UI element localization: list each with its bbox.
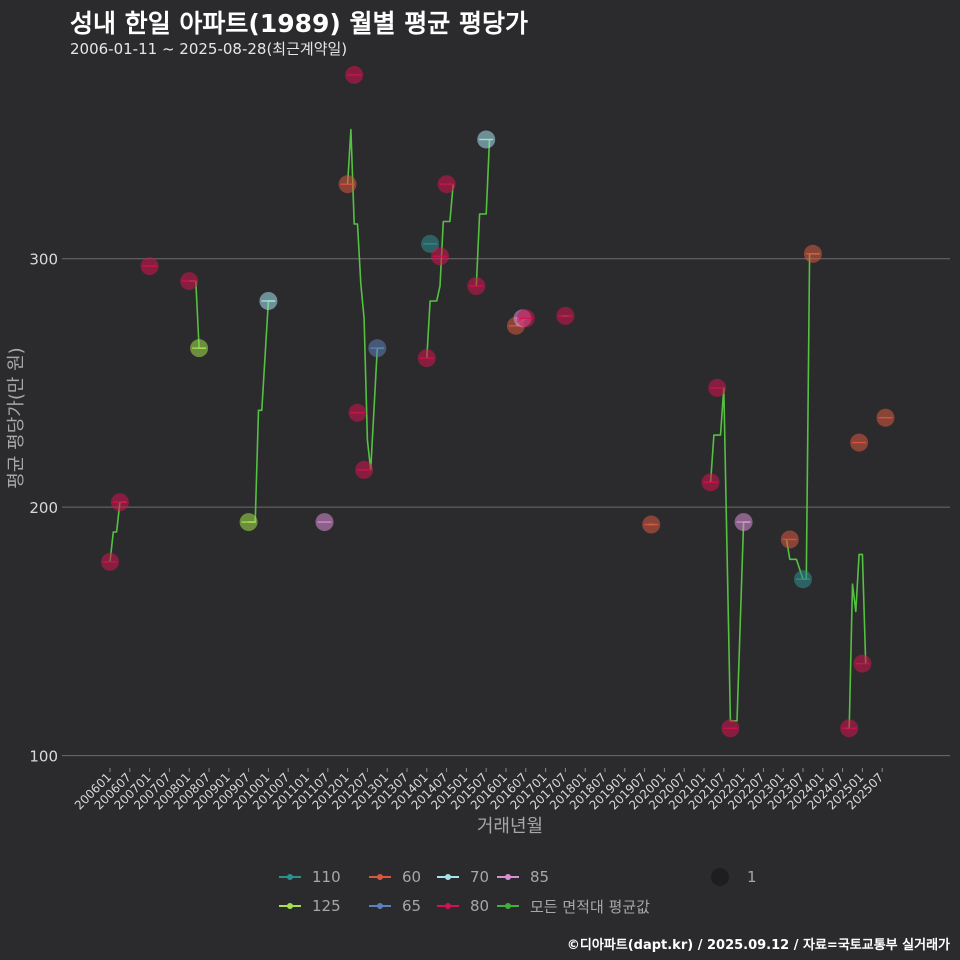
legend-item: 110 bbox=[278, 866, 341, 888]
legend-key bbox=[368, 895, 392, 917]
legend-item: 모든 면적대 평균값 bbox=[496, 895, 650, 917]
legend-item: 60 bbox=[368, 866, 421, 888]
legend-item: 65 bbox=[368, 895, 421, 917]
legend-key bbox=[436, 895, 460, 917]
legend-key bbox=[278, 895, 302, 917]
legend-item: 70 bbox=[436, 866, 489, 888]
average-line-segment bbox=[109, 501, 127, 562]
legend-key bbox=[496, 866, 520, 888]
legend-size-label: 1 bbox=[747, 868, 757, 886]
average-line-segment bbox=[475, 139, 491, 287]
legend-key bbox=[368, 866, 392, 888]
legend-label: 모든 면적대 평균값 bbox=[530, 897, 650, 916]
legend-key bbox=[496, 895, 520, 917]
legend-label: 125 bbox=[312, 897, 341, 915]
average-line-segment bbox=[426, 184, 454, 359]
chart-title: 성내 한일 아파트(1989) 월별 평균 평당가 bbox=[70, 9, 528, 38]
footer-credit: ©디아파트(dapt.kr) / 2025.09.12 / 자료=국토교통부 실… bbox=[566, 938, 950, 953]
points-layer bbox=[101, 65, 895, 738]
legend-item: 85 bbox=[496, 866, 549, 888]
average-line-segment bbox=[709, 387, 751, 722]
legend-label: 65 bbox=[402, 897, 422, 915]
y-tick-label: 200 bbox=[29, 499, 58, 517]
chart-area: 100 200 300 200601200607200701200707200801… bbox=[6, 65, 950, 837]
legend-label: 110 bbox=[312, 868, 341, 886]
average-line-segment bbox=[845, 553, 867, 730]
x-axis-label: 거래년월 bbox=[477, 816, 543, 837]
x-tick-labels: 2006012006072007012007072008012008072009… bbox=[72, 768, 886, 813]
legend-label: 80 bbox=[470, 897, 490, 915]
legend-label: 60 bbox=[402, 868, 422, 886]
legend-item: 125 bbox=[278, 895, 341, 917]
y-tick-labels: 100 200 300 bbox=[29, 251, 58, 766]
gridlines bbox=[62, 258, 950, 757]
average-line-layer bbox=[109, 128, 867, 730]
y-tick-label: 100 bbox=[29, 748, 58, 766]
legend-size-item: 1 bbox=[708, 866, 757, 888]
y-axis-label: 평균 평당가(만 원) bbox=[6, 347, 27, 488]
y-tick-label: 300 bbox=[29, 251, 58, 269]
average-line-segment bbox=[785, 253, 820, 581]
average-line-segment bbox=[248, 300, 275, 523]
average-line-segment bbox=[189, 280, 206, 350]
legend-key bbox=[436, 866, 460, 888]
legend-key bbox=[278, 866, 302, 888]
legend-label: 70 bbox=[470, 868, 490, 886]
chart-subtitle: 2006-01-11 ~ 2025-08-28(최근계약일) bbox=[70, 40, 348, 58]
legend-item: 80 bbox=[436, 895, 489, 917]
legend-size-dot bbox=[711, 868, 729, 886]
legend-label: 85 bbox=[530, 868, 550, 886]
legend: 110 125 60 65 70 80 85 모든 면적대 평균값 1 bbox=[278, 866, 778, 922]
